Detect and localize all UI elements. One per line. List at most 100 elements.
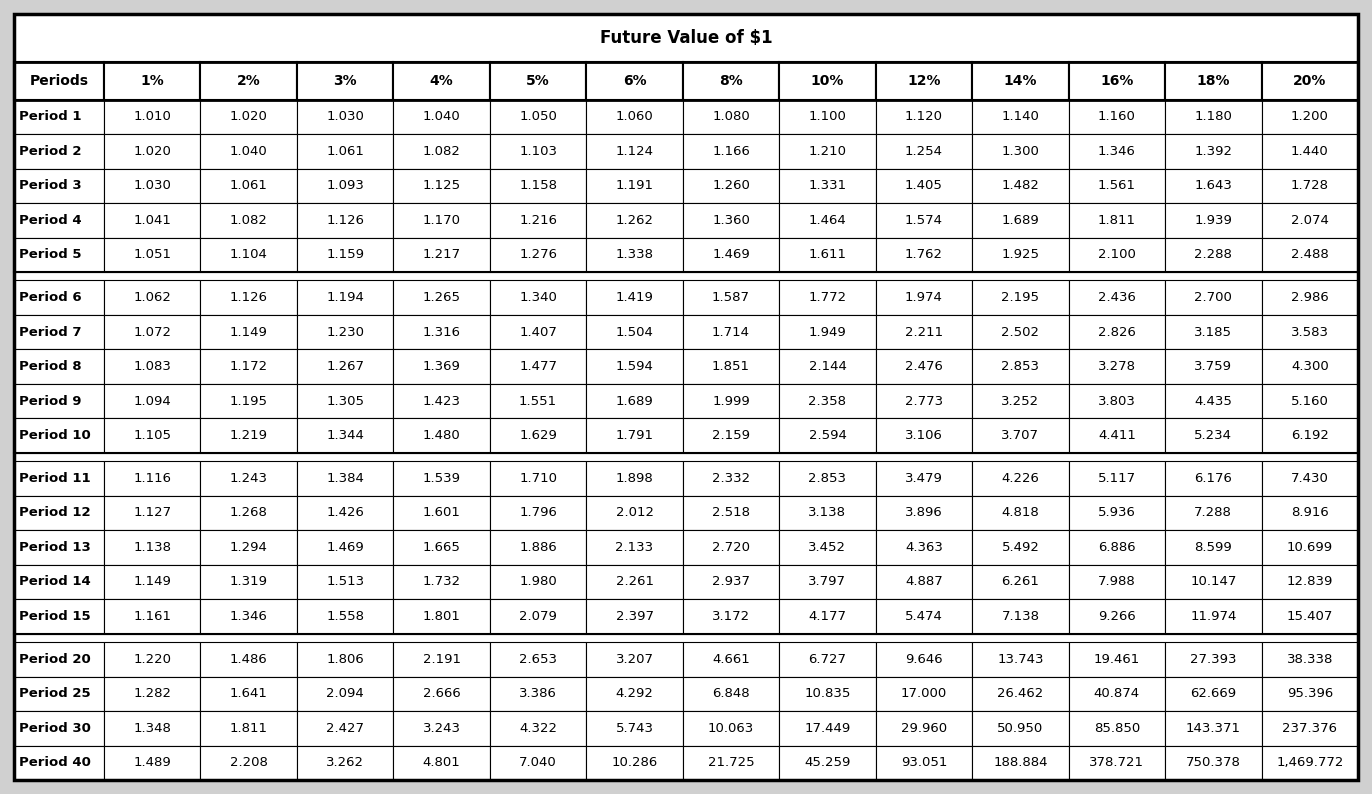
Bar bbox=[779, 495, 875, 530]
Text: 2.079: 2.079 bbox=[519, 610, 557, 623]
Bar bbox=[1069, 384, 1165, 418]
Text: 1.360: 1.360 bbox=[712, 214, 750, 227]
Text: 4.661: 4.661 bbox=[712, 653, 750, 666]
Bar bbox=[875, 418, 973, 453]
Bar bbox=[1261, 203, 1358, 237]
Bar bbox=[490, 418, 586, 453]
Bar bbox=[394, 565, 490, 599]
Text: 1.195: 1.195 bbox=[229, 395, 268, 407]
Text: Period 10: Period 10 bbox=[19, 430, 91, 442]
Text: 1.423: 1.423 bbox=[423, 395, 461, 407]
Bar bbox=[973, 461, 1069, 495]
Text: 10.286: 10.286 bbox=[612, 756, 657, 769]
Bar bbox=[875, 280, 973, 315]
Bar bbox=[104, 349, 200, 384]
Text: 1.407: 1.407 bbox=[519, 326, 557, 339]
Bar bbox=[296, 280, 394, 315]
Text: 5.492: 5.492 bbox=[1002, 541, 1040, 554]
Bar bbox=[875, 711, 973, 746]
Bar bbox=[104, 565, 200, 599]
Bar bbox=[200, 100, 296, 134]
Bar bbox=[14, 280, 104, 315]
Text: 1.160: 1.160 bbox=[1098, 110, 1136, 123]
Bar bbox=[14, 530, 104, 565]
Text: 1.665: 1.665 bbox=[423, 541, 461, 554]
Text: 95.396: 95.396 bbox=[1287, 688, 1332, 700]
Bar bbox=[973, 237, 1069, 272]
Bar bbox=[875, 676, 973, 711]
Bar bbox=[104, 100, 200, 134]
Text: 2.427: 2.427 bbox=[327, 722, 364, 734]
Bar bbox=[586, 711, 683, 746]
Bar bbox=[14, 203, 104, 237]
Bar bbox=[683, 315, 779, 349]
Text: 1.477: 1.477 bbox=[519, 360, 557, 373]
Bar bbox=[1069, 100, 1165, 134]
Bar bbox=[200, 134, 296, 168]
Bar bbox=[875, 384, 973, 418]
Bar bbox=[683, 168, 779, 203]
Bar bbox=[683, 349, 779, 384]
Text: 2.012: 2.012 bbox=[616, 507, 653, 519]
Bar bbox=[296, 134, 394, 168]
Text: 1.305: 1.305 bbox=[327, 395, 364, 407]
Text: 3.243: 3.243 bbox=[423, 722, 461, 734]
Text: Period 12: Period 12 bbox=[19, 507, 91, 519]
Text: 1.558: 1.558 bbox=[327, 610, 364, 623]
Bar bbox=[779, 642, 875, 676]
Text: 2.074: 2.074 bbox=[1291, 214, 1328, 227]
Text: 4.435: 4.435 bbox=[1195, 395, 1232, 407]
Text: 3.583: 3.583 bbox=[1291, 326, 1328, 339]
Bar bbox=[973, 565, 1069, 599]
Text: 7.040: 7.040 bbox=[519, 756, 557, 769]
Text: 1.200: 1.200 bbox=[1291, 110, 1328, 123]
Text: 4.300: 4.300 bbox=[1291, 360, 1328, 373]
Bar bbox=[200, 565, 296, 599]
Text: 1.369: 1.369 bbox=[423, 360, 461, 373]
Text: 1.728: 1.728 bbox=[1291, 179, 1328, 192]
Text: 6.727: 6.727 bbox=[808, 653, 847, 666]
Bar bbox=[490, 565, 586, 599]
Text: 1.294: 1.294 bbox=[229, 541, 268, 554]
Text: 1.127: 1.127 bbox=[133, 507, 172, 519]
Text: 1.482: 1.482 bbox=[1002, 179, 1040, 192]
Text: 4.363: 4.363 bbox=[906, 541, 943, 554]
Text: 1.267: 1.267 bbox=[327, 360, 364, 373]
Bar bbox=[1261, 530, 1358, 565]
Text: 1.925: 1.925 bbox=[1002, 249, 1040, 261]
Text: 1.344: 1.344 bbox=[327, 430, 364, 442]
Text: 8.916: 8.916 bbox=[1291, 507, 1328, 519]
Text: 1.732: 1.732 bbox=[423, 576, 461, 588]
Text: 3%: 3% bbox=[333, 74, 357, 88]
Bar bbox=[1069, 495, 1165, 530]
Bar bbox=[875, 599, 973, 634]
Bar bbox=[104, 495, 200, 530]
Bar bbox=[394, 599, 490, 634]
Bar bbox=[779, 746, 875, 780]
Bar bbox=[1165, 134, 1261, 168]
Text: 2.261: 2.261 bbox=[616, 576, 653, 588]
Bar bbox=[779, 530, 875, 565]
Text: 4.887: 4.887 bbox=[906, 576, 943, 588]
Text: 4.177: 4.177 bbox=[808, 610, 847, 623]
Text: 4.322: 4.322 bbox=[519, 722, 557, 734]
Bar bbox=[394, 280, 490, 315]
Text: 1.217: 1.217 bbox=[423, 249, 461, 261]
Bar bbox=[490, 530, 586, 565]
Bar bbox=[394, 168, 490, 203]
Text: 1.587: 1.587 bbox=[712, 291, 750, 304]
Text: 1.469: 1.469 bbox=[327, 541, 364, 554]
Bar bbox=[1069, 168, 1165, 203]
Text: 1.480: 1.480 bbox=[423, 430, 461, 442]
Bar bbox=[683, 642, 779, 676]
Bar bbox=[104, 599, 200, 634]
Text: 1.216: 1.216 bbox=[519, 214, 557, 227]
Bar bbox=[1261, 100, 1358, 134]
Bar bbox=[490, 280, 586, 315]
Bar bbox=[779, 315, 875, 349]
Text: 3.452: 3.452 bbox=[808, 541, 847, 554]
Bar bbox=[394, 384, 490, 418]
Bar bbox=[104, 280, 200, 315]
Text: 1.851: 1.851 bbox=[712, 360, 750, 373]
Text: 3.278: 3.278 bbox=[1098, 360, 1136, 373]
